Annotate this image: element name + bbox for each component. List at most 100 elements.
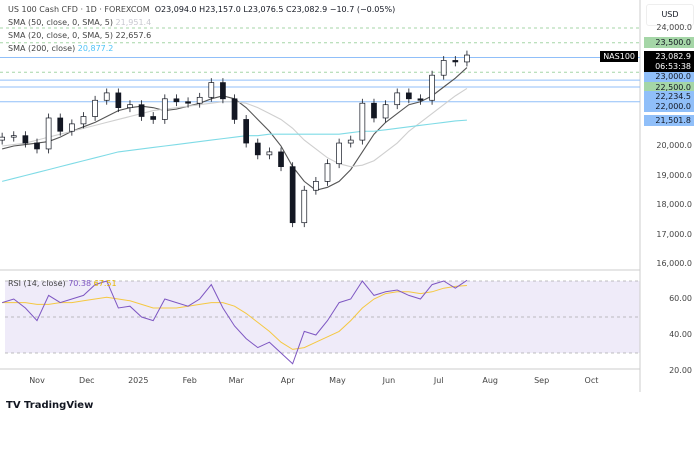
candle	[405, 92, 412, 100]
candle	[464, 54, 470, 63]
rsi-ma-line	[2, 284, 467, 350]
candle	[196, 96, 203, 104]
candle	[69, 123, 75, 132]
time-tick-label: Mar	[228, 376, 244, 385]
candle	[150, 116, 157, 120]
price-tick-label: 17,000.0	[656, 229, 692, 239]
candle	[336, 142, 342, 165]
symbol-line: US 100 Cash CFD · 1D · FOREXCOM	[8, 5, 150, 14]
sma200-label: SMA (200, close)	[8, 44, 76, 53]
time-tick-label: Dec	[79, 376, 95, 385]
level-price-tag: 21,501.8	[644, 115, 694, 126]
candle	[220, 82, 226, 100]
sma-line	[2, 119, 467, 182]
sma20-legend[interactable]: SMA (20, close, 0, SMA, 5) 22,657.6	[8, 31, 151, 40]
tradingview-logo[interactable]: 𝗧𝗩 TradingView	[6, 400, 93, 411]
candle	[289, 166, 296, 224]
candle	[440, 60, 447, 76]
price-tick-label: 16,000.0	[656, 259, 692, 268]
time-tick-label: May	[329, 376, 346, 385]
candle	[185, 101, 191, 104]
candle	[324, 163, 331, 182]
candle	[382, 104, 389, 119]
price-tick-label: 20,000.0	[656, 141, 692, 150]
price-tick-label: 18,000.0	[656, 200, 692, 209]
candle	[34, 142, 40, 150]
tradingview-icon: 𝗧𝗩	[6, 400, 25, 411]
sma50-label: SMA (50, close, 0, SMA, 5)	[8, 18, 113, 27]
price-tick-label: 24,000.0	[656, 23, 692, 32]
rsi-tick-label: 20.00	[669, 366, 692, 375]
candle	[45, 117, 52, 150]
high-value: H23,157.0	[199, 5, 241, 14]
countdown-tag: 06:53:38	[644, 61, 694, 72]
candle	[301, 189, 308, 224]
candle	[208, 82, 215, 98]
candle	[429, 74, 435, 101]
rsi-band-bg	[5, 281, 640, 353]
candle	[22, 135, 29, 144]
sma50-value: 21,951.4	[115, 18, 152, 27]
candle	[278, 151, 284, 167]
level-price-tag: 23,500.0	[644, 37, 694, 48]
candle	[138, 104, 145, 117]
sma200-value: 20,877.2	[77, 44, 114, 53]
candle	[0, 136, 5, 141]
candle	[359, 102, 366, 141]
candle	[92, 99, 98, 117]
level-price-tag: 23,000.0	[644, 71, 694, 82]
candle	[127, 104, 133, 108]
candle	[115, 92, 122, 109]
time-tick-label: Aug	[482, 376, 498, 385]
candle	[313, 181, 319, 191]
rsi-line	[1, 279, 468, 365]
candle	[80, 116, 87, 125]
candle	[266, 151, 273, 156]
sma50-legend[interactable]: SMA (50, close, 0, SMA, 5) 21,951.4	[8, 18, 151, 27]
candle	[347, 139, 354, 144]
change-value: −10.7 (−0.05%)	[329, 5, 396, 14]
rsi-tick-label: 40.00	[669, 330, 692, 339]
rsi-ma-value: 67.51	[93, 279, 117, 288]
level-price-tag: 22,234.5	[644, 91, 694, 102]
symbol-tag: NAS100	[600, 51, 638, 62]
candle	[417, 98, 424, 101]
candle	[231, 98, 238, 120]
low-value: L23,076.5	[243, 5, 284, 14]
time-tick-label: Nov	[29, 376, 45, 385]
rsi-label: RSI (14, close)	[8, 279, 66, 288]
currency-button[interactable]: USD	[646, 4, 694, 26]
open-value: O23,094.0	[154, 5, 197, 14]
time-tick-label: Apr	[280, 376, 295, 385]
sma20-label: SMA (20, close, 0, SMA, 5)	[8, 31, 113, 40]
level-price-tag: 22,000.0	[644, 101, 694, 112]
candle	[57, 117, 64, 132]
rsi-legend[interactable]: RSI (14, close) 70.38 67.51	[8, 279, 117, 288]
sma20-value: 22,657.6	[115, 31, 152, 40]
rsi-tick-label: 60.00	[669, 294, 692, 303]
candle	[10, 135, 17, 138]
close-value: C23,082.9	[286, 5, 328, 14]
candle	[161, 98, 168, 120]
time-tick-label: Jun	[382, 376, 396, 385]
price-tick-label: 19,000.0	[656, 170, 692, 180]
symbol-legend: US 100 Cash CFD · 1D · FOREXCOM O23,094.…	[8, 5, 395, 14]
candle	[243, 119, 250, 144]
time-tick-label: Jul	[433, 376, 444, 385]
time-tick-label: Sep	[534, 376, 550, 385]
candle	[103, 92, 110, 101]
last-price-tag: 23,082.9	[644, 51, 694, 62]
candle	[452, 60, 459, 63]
brand-label: TradingView	[24, 400, 94, 411]
time-tick-label: Feb	[182, 376, 197, 385]
candle	[394, 92, 401, 106]
candle	[173, 98, 180, 103]
sma200-legend[interactable]: SMA (200, close) 20,877.2	[8, 44, 113, 53]
level-price-tag: 22,500.0	[644, 82, 694, 93]
candle	[254, 142, 261, 156]
time-tick-label: 2025	[128, 376, 149, 385]
time-tick-label: Oct	[584, 376, 599, 385]
rsi-value: 70.38	[68, 279, 92, 288]
candle	[371, 102, 377, 119]
